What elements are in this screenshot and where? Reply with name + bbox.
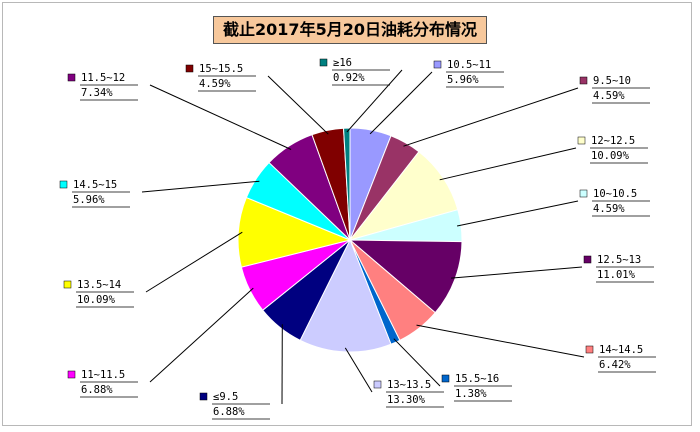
- pie-slice-13-13-5-7: [299, 238, 392, 353]
- leader-line-5: [416, 324, 585, 358]
- slice-name-label: 13.5~14: [77, 279, 121, 291]
- leader-line-10: [145, 231, 243, 293]
- slice-name-label: ≤9.5: [213, 391, 238, 403]
- slice-label-5: 14~14.5 6.42%: [585, 344, 656, 373]
- slice-percent-label: 4.59%: [199, 78, 231, 90]
- slice-name-label: 10.5~11: [447, 59, 491, 71]
- slice-label-0: 10.5~11 5.96%: [433, 59, 504, 88]
- slice-name-label: 13~13.5: [387, 379, 431, 391]
- legend-key-swatch: [577, 136, 586, 145]
- legend-key-swatch: [579, 76, 588, 85]
- legend-key-swatch: [185, 64, 194, 73]
- slice-name-label: 10~10.5: [593, 188, 637, 200]
- leader-line-6: [393, 338, 441, 387]
- slice-label-2: 12~12.5 10.09%: [577, 135, 648, 164]
- legend-key-swatch: [585, 345, 594, 354]
- slice-label-14: ≥16 0.92%: [319, 57, 390, 86]
- leader-line-11: [141, 180, 260, 193]
- slice-percent-label: 0.92%: [333, 72, 365, 84]
- slice-percent-label: 5.96%: [73, 194, 105, 206]
- slice-percent-label: 5.96%: [447, 74, 479, 86]
- slice-percent-label: 4.59%: [593, 203, 625, 215]
- slice-label-11: 14.5~15 5.96%: [59, 179, 130, 208]
- slice-name-label: 14.5~15: [73, 179, 117, 191]
- legend-key-swatch: [59, 180, 68, 189]
- pie-slice-12-12-5-2: [348, 151, 459, 241]
- leader-line-2: [439, 147, 577, 181]
- slice-label-3: 10~10.5 4.59%: [579, 188, 650, 217]
- pie-slice-12-5-13-4: [348, 239, 463, 314]
- slice-label-7: 13~13.5 13.30%: [373, 379, 444, 408]
- slice-percent-label: 10.09%: [591, 150, 630, 162]
- slice-percent-label: 7.34%: [81, 87, 113, 99]
- legend-key-swatch: [583, 255, 592, 264]
- slice-label-13: 15~15.5 4.59%: [185, 63, 256, 92]
- slice-percent-label: 6.42%: [599, 359, 631, 371]
- leader-line-14: [346, 69, 403, 133]
- legend-key-swatch: [63, 280, 72, 289]
- slice-percent-label: 10.09%: [77, 294, 116, 306]
- slice-name-label: 12~12.5: [591, 135, 635, 147]
- legend-key-swatch: [579, 189, 588, 198]
- legend-key-swatch: [199, 392, 208, 401]
- leader-line-1: [403, 87, 579, 147]
- leader-line-13: [267, 75, 329, 135]
- slice-name-label: 12.5~13: [597, 254, 641, 266]
- leader-line-3: [456, 200, 579, 227]
- slice-percent-label: 13.30%: [387, 394, 426, 406]
- leader-line-9: [149, 287, 254, 383]
- slice-name-label: 11.5~12: [81, 72, 125, 84]
- slice-name-label: 11~11.5: [81, 369, 125, 381]
- leader-line-4: [451, 266, 583, 279]
- leader-line-7: [344, 347, 373, 393]
- slice-percent-label: 6.88%: [213, 406, 245, 418]
- slice-label-10: 13.5~14 10.09%: [63, 279, 134, 308]
- leader-line-0: [369, 71, 433, 135]
- slice-label-12: 11.5~12 7.34%: [67, 72, 138, 101]
- chart-title: 截止2017年5月20日油耗分布情况: [213, 16, 487, 44]
- slice-label-8: ≤9.5 6.88%: [199, 391, 270, 420]
- slice-label-6: 15.5~16 1.38%: [441, 373, 512, 402]
- slice-name-label: 14~14.5: [599, 344, 643, 356]
- slice-label-9: 11~11.5 6.88%: [67, 369, 138, 398]
- legend-key-swatch: [319, 58, 328, 67]
- slice-label-1: 9.5~10 4.59%: [579, 75, 650, 104]
- slice-name-label: 9.5~10: [593, 75, 631, 87]
- legend-key-swatch: [441, 374, 450, 383]
- slice-percent-label: 1.38%: [455, 388, 487, 400]
- slice-name-label: ≥16: [333, 57, 352, 69]
- legend-key-swatch: [433, 60, 442, 69]
- legend-key-swatch: [67, 370, 76, 379]
- legend-key-swatch: [373, 380, 382, 389]
- leader-line-12: [149, 84, 292, 150]
- pie-slice-13-5-14-10: [237, 196, 352, 268]
- slice-name-label: 15.5~16: [455, 373, 499, 385]
- slice-percent-label: 6.88%: [81, 384, 113, 396]
- slice-label-4: 12.5~13 11.01%: [583, 254, 654, 283]
- slice-percent-label: 11.01%: [597, 269, 636, 281]
- slice-name-label: 15~15.5: [199, 63, 243, 75]
- slice-percent-label: 4.59%: [593, 90, 625, 102]
- legend-key-swatch: [67, 73, 76, 82]
